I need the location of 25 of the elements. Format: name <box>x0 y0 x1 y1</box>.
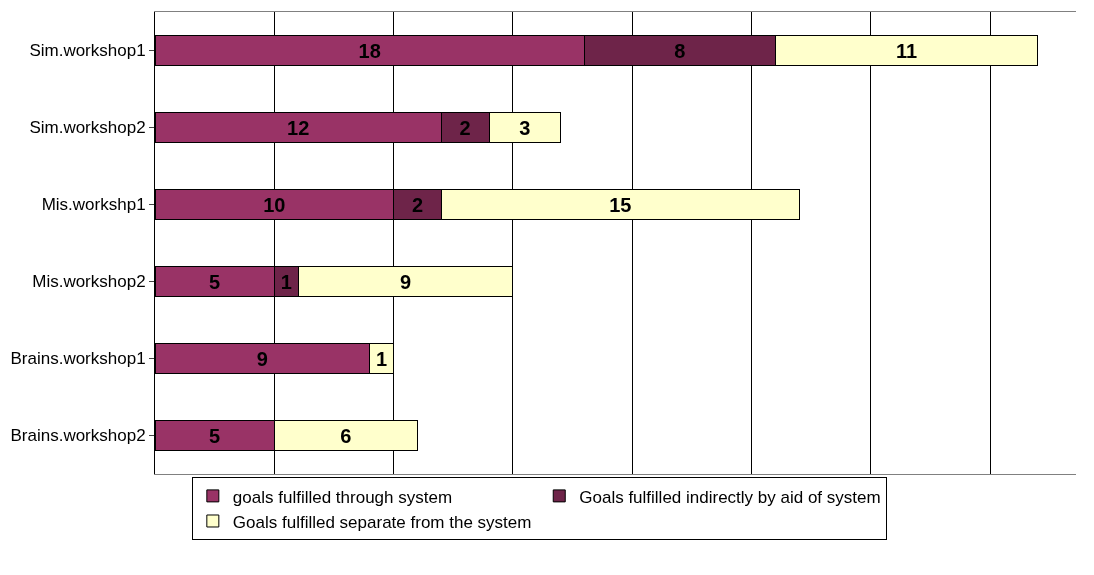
y-tick-label: Mis.workshop2 <box>32 272 146 292</box>
legend-label: goals fulfilled through system <box>232 487 453 507</box>
data-label: 5 <box>209 270 221 293</box>
data-label: 8 <box>674 39 686 62</box>
data-label: 15 <box>609 193 632 216</box>
legend-label: Goals fulfilled indirectly by aid of system <box>579 487 881 507</box>
y-tick-label: Mis.workshp1 <box>41 195 146 215</box>
y-tick-label: Sim.workshop2 <box>29 118 146 138</box>
data-label: 18 <box>358 39 381 62</box>
data-label: 10 <box>263 193 286 216</box>
legend-label: Goals fulfilled separate from the system <box>232 512 532 532</box>
data-label: 3 <box>519 116 531 139</box>
data-label: 2 <box>411 193 424 216</box>
data-label: 2 <box>459 116 471 139</box>
data-label: 12 <box>287 116 310 139</box>
y-tick-label: Brains.workshop1 <box>10 349 146 369</box>
data-label: 11 <box>896 39 918 62</box>
y-tick-label: Sim.workshop1 <box>29 41 146 61</box>
data-label: 1 <box>280 270 292 293</box>
data-label: 9 <box>399 270 412 293</box>
y-tick-label: Brains.workshop2 <box>10 426 146 446</box>
data-label: 1 <box>376 347 388 370</box>
data-label: 6 <box>340 424 352 447</box>
data-label: 5 <box>209 424 221 447</box>
data-label: 9 <box>256 347 268 370</box>
